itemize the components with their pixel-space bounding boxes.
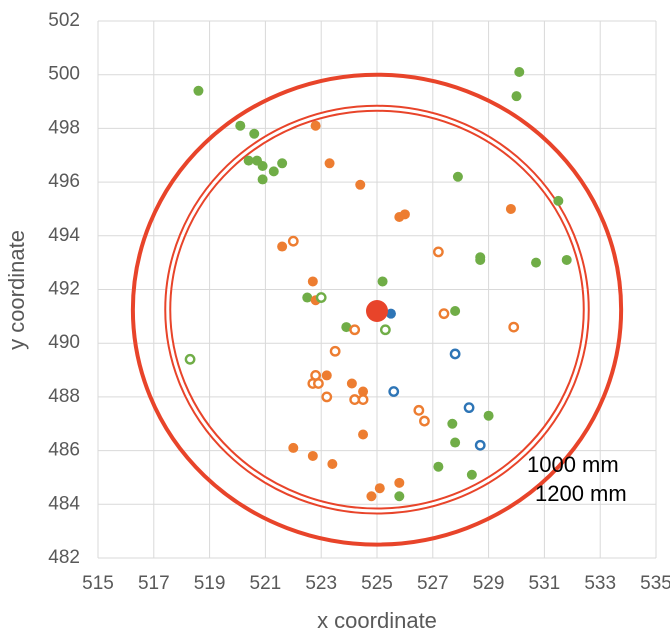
point	[277, 158, 288, 169]
point	[419, 415, 430, 427]
y-tick-label: 500	[48, 64, 80, 85]
point	[358, 386, 369, 397]
point	[327, 459, 338, 470]
point	[399, 209, 410, 220]
point	[388, 386, 400, 397]
ring-label: 1200 mm	[535, 481, 627, 506]
point	[463, 402, 475, 414]
ring-gap	[166, 106, 588, 513]
y-tick-label: 484	[48, 493, 80, 514]
point	[302, 292, 313, 303]
y-tick-label: 490	[48, 332, 80, 353]
point	[432, 246, 444, 258]
point	[321, 391, 333, 403]
point	[366, 491, 377, 502]
point	[329, 345, 341, 357]
point	[358, 429, 369, 440]
point	[346, 378, 357, 389]
point	[505, 203, 516, 214]
point	[249, 128, 260, 139]
point	[385, 308, 396, 319]
y-tick-label: 494	[48, 225, 80, 246]
point	[475, 254, 486, 265]
point	[508, 321, 520, 333]
point	[277, 241, 288, 252]
point	[313, 378, 324, 389]
point	[374, 483, 385, 494]
point	[324, 158, 335, 169]
point	[341, 322, 352, 333]
point	[235, 120, 246, 131]
x-tick-label: 535	[640, 573, 670, 594]
point	[449, 348, 461, 360]
y-tick-label: 498	[48, 117, 80, 138]
y-tick-label: 492	[48, 279, 80, 300]
x-tick-label: 515	[82, 573, 114, 594]
point	[307, 450, 318, 461]
point	[310, 120, 321, 131]
x-tick-label: 531	[529, 573, 561, 594]
point	[377, 276, 388, 287]
y-tick-label: 502	[48, 10, 80, 31]
point	[394, 491, 405, 502]
point	[268, 166, 279, 177]
point	[184, 353, 196, 365]
y-tick-label: 482	[48, 547, 80, 568]
point	[321, 370, 332, 381]
point	[413, 404, 425, 416]
point	[450, 305, 461, 316]
point	[357, 394, 369, 405]
point	[307, 276, 318, 287]
point	[288, 442, 299, 453]
point	[257, 174, 268, 185]
point	[450, 437, 461, 448]
point	[433, 461, 444, 472]
point	[561, 254, 572, 265]
x-tick-label: 527	[417, 573, 449, 594]
x-tick-label: 523	[305, 573, 337, 594]
point	[474, 439, 486, 451]
x-tick-label: 519	[194, 573, 226, 594]
point	[483, 410, 494, 421]
point	[438, 308, 450, 320]
x-tick-label: 533	[584, 573, 616, 594]
ring	[130, 72, 624, 547]
y-tick-label: 488	[48, 386, 80, 407]
y-tick-label: 496	[48, 171, 80, 192]
point	[452, 171, 463, 182]
point	[466, 469, 477, 480]
x-axis-title: x coordinate	[317, 608, 437, 633]
ring-label: 1000 mm	[527, 452, 619, 477]
point	[355, 179, 366, 190]
point	[553, 195, 564, 206]
x-tick-label: 517	[138, 573, 170, 594]
x-tick-label: 529	[473, 573, 505, 594]
point	[257, 160, 268, 171]
point	[349, 394, 361, 405]
point	[394, 477, 405, 488]
point	[531, 257, 542, 268]
point	[366, 299, 388, 322]
point	[379, 324, 391, 336]
point	[511, 91, 522, 102]
point	[243, 155, 254, 166]
x-tick-label: 521	[250, 573, 282, 594]
point	[349, 324, 361, 336]
point	[193, 85, 204, 96]
point	[514, 67, 525, 78]
point	[315, 292, 327, 303]
x-tick-label: 525	[361, 573, 393, 594]
y-tick-label: 486	[48, 440, 80, 461]
y-axis-title: y coordinate	[4, 230, 29, 350]
point	[287, 235, 299, 247]
point	[447, 418, 458, 429]
